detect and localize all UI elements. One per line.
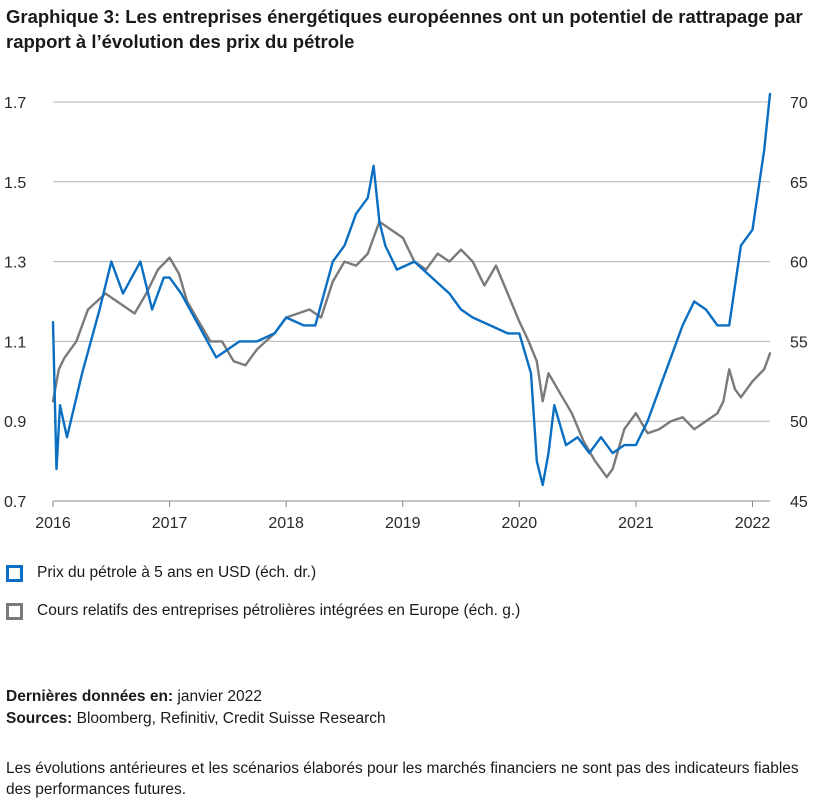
left-tick-label: 0.9: [4, 414, 26, 431]
legend-label-stocks: Cours relatifs des entreprises pétrolièr…: [37, 602, 521, 619]
sources-value: Bloomberg, Refinitiv, Credit Suisse Rese…: [72, 710, 386, 727]
left-tick-label: 0.7: [4, 494, 26, 511]
right-tick-label: 65: [790, 175, 808, 192]
right-tick-label: 45: [790, 494, 808, 511]
x-tick-label: 2017: [152, 515, 188, 532]
x-tick-label: 2022: [735, 515, 771, 532]
right-tick-label: 60: [790, 255, 808, 272]
left-tick-label: 1.7: [4, 95, 26, 112]
sources-label: Sources:: [6, 710, 73, 727]
gridlines: [53, 101, 770, 502]
legend-item-oil: Prix du pétrole à 5 ans en USD (éch. dr.…: [6, 564, 316, 582]
chart: 0.7 0.9 1.1 1.3 1.5 1.7 45 50 55 60 65 70 2016 2017…: [4, 92, 808, 532]
left-tick-label: 1.1: [4, 334, 26, 351]
right-tick-label: 50: [790, 414, 808, 431]
last-data-label: Dernières données en:: [6, 688, 174, 705]
x-tick-label: 2020: [502, 515, 538, 532]
series-line-oil: [51, 92, 772, 487]
series-line-stocks: [51, 220, 772, 479]
last-data-value: janvier 2022: [173, 688, 262, 705]
legend-item-stocks: Cours relatifs des entreprises pétrolièr…: [6, 602, 520, 620]
legend-label-oil: Prix du pétrole à 5 ans en USD (éch. dr.…: [37, 564, 317, 581]
last-data-note: Dernières données en: janvier 2022: [6, 686, 262, 707]
left-tick-label: 1.5: [4, 175, 26, 192]
sources-note: Sources: Bloomberg, Refinitiv, Credit Su…: [6, 708, 386, 729]
x-tick-label: 2016: [35, 515, 71, 532]
right-axis-ticks: 45 50 55 60 65 70: [790, 95, 808, 511]
x-tick-label: 2019: [385, 515, 421, 532]
disclaimer: Les évolutions antérieures et les scénar…: [6, 760, 799, 798]
x-tick-label: 2018: [268, 515, 304, 532]
series-lines: [51, 92, 772, 487]
left-tick-label: 1.3: [4, 255, 26, 272]
x-tick-label: 2021: [618, 515, 654, 532]
left-axis-ticks: 0.7 0.9 1.1 1.3 1.5 1.7: [4, 95, 26, 511]
x-axis-ticks: 2016 2017 2018 2019 2020 2021 2022: [35, 501, 770, 532]
right-tick-label: 55: [790, 334, 808, 351]
legend-swatch-stocks: [6, 602, 23, 620]
legend-swatch-oil: [6, 564, 23, 582]
chart-title: Graphique 3: Les entreprises énergétique…: [6, 6, 803, 52]
right-tick-label: 70: [790, 95, 808, 112]
